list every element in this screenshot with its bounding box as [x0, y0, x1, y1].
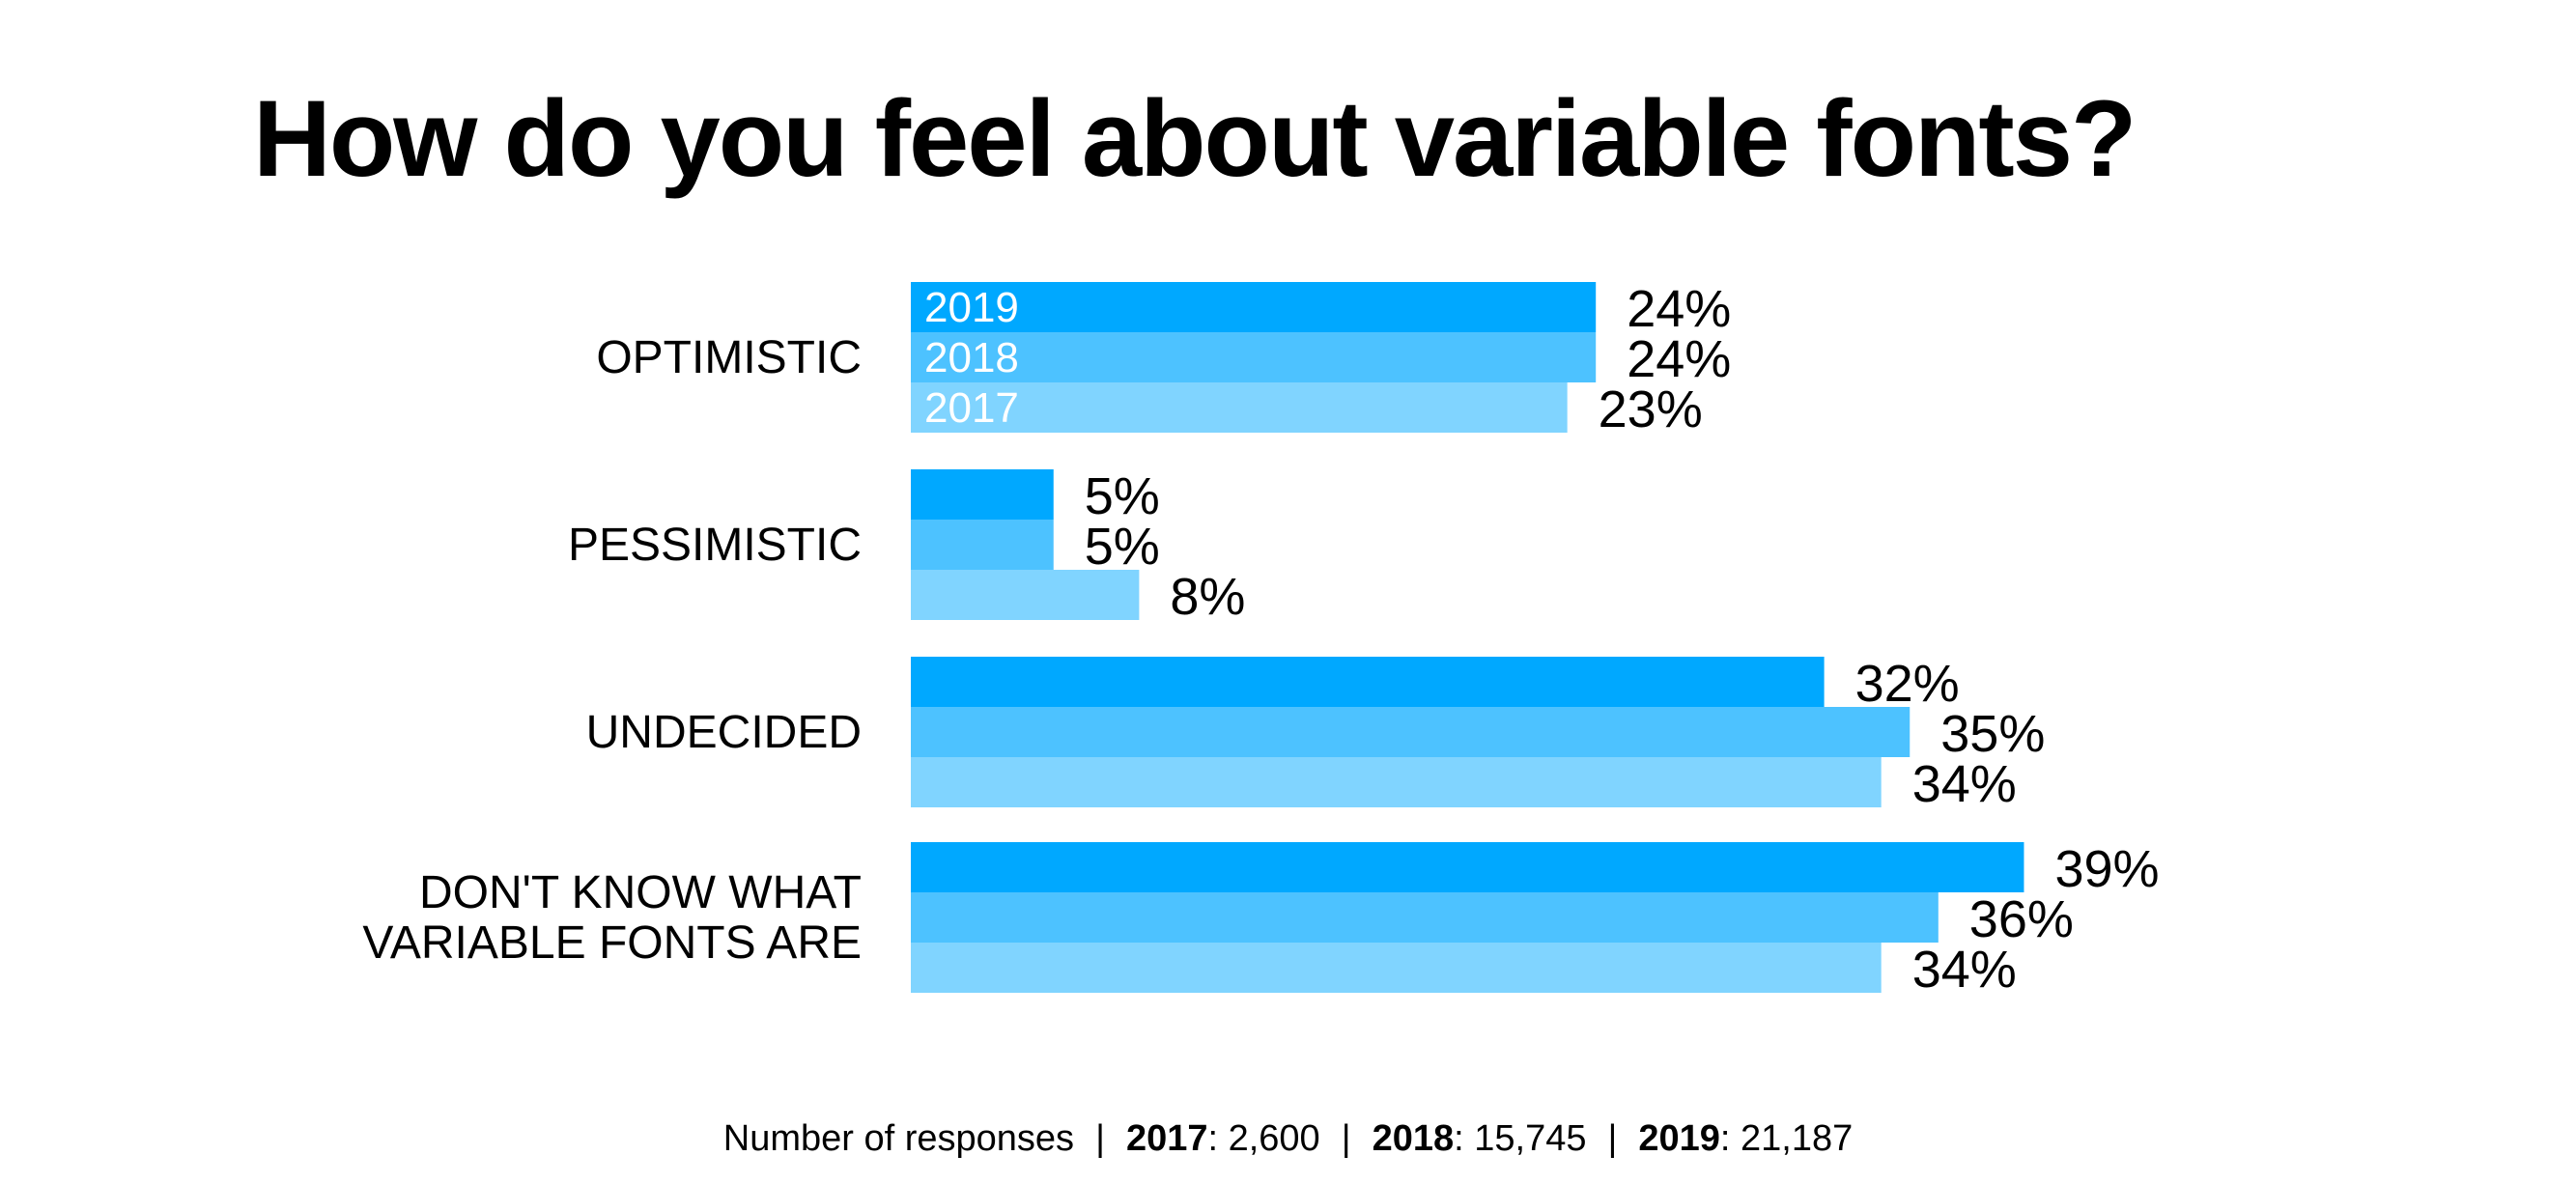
footer-year-2018: 2018: [1372, 1118, 1455, 1159]
footer-label: Number of responses: [722, 1118, 1075, 1159]
category-label: OPTIMISTIC: [596, 332, 862, 383]
legend-label-2019: 2019: [924, 284, 1019, 331]
chart-title: How do you feel about variable fonts?: [253, 78, 2137, 199]
footer-count-2017: : 2,600: [1207, 1118, 1320, 1159]
bar-2018: [911, 892, 1939, 943]
bar-2017: [911, 757, 1882, 807]
category-label: UNDECIDED: [586, 707, 862, 758]
data-label: 8%: [1170, 568, 1245, 626]
bar-2018: [911, 707, 1911, 757]
data-label: 39%: [2054, 840, 2159, 898]
bar-2019: [911, 469, 1054, 520]
data-label: 34%: [1912, 941, 2017, 999]
bar-2018: [911, 332, 1597, 382]
data-label: 5%: [1085, 518, 1160, 576]
data-label: 34%: [1912, 755, 2017, 813]
bar-2017: [911, 382, 1568, 433]
legend-label-2018: 2018: [924, 334, 1019, 381]
data-label: 24%: [1627, 330, 1731, 388]
bar-2019: [911, 657, 1825, 707]
footer-separator: |: [1607, 1118, 1618, 1159]
data-label: 32%: [1855, 655, 1960, 713]
bar-2017: [911, 570, 1140, 620]
footer-count-2018: : 15,745: [1454, 1118, 1587, 1159]
data-label: 35%: [1940, 705, 2045, 763]
bar-2018: [911, 520, 1054, 570]
responses-footer: Number of responses | 2017: 2,600 | 2018: 15…: [0, 1118, 2576, 1160]
bar-2017: [911, 943, 1882, 993]
category-label: PESSIMISTIC: [568, 520, 862, 571]
data-label: 23%: [1599, 381, 1703, 438]
footer-count-2019: : 21,187: [1719, 1118, 1854, 1159]
footer-separator: |: [1095, 1118, 1105, 1159]
bar-2019: [911, 842, 2024, 892]
data-label: 36%: [1969, 890, 2074, 948]
data-label: 5%: [1085, 467, 1160, 525]
footer-year-2017: 2017: [1125, 1118, 1208, 1159]
footer-year-2019: 2019: [1638, 1118, 1720, 1159]
legend-label-2017: 2017: [924, 384, 1019, 432]
category-label: VARIABLE FONTS ARE: [362, 917, 862, 969]
category-label: DON'T KNOW WHAT: [419, 867, 862, 918]
bar-2019: [911, 282, 1597, 332]
footer-separator: |: [1341, 1118, 1351, 1159]
data-label: 24%: [1627, 280, 1731, 338]
